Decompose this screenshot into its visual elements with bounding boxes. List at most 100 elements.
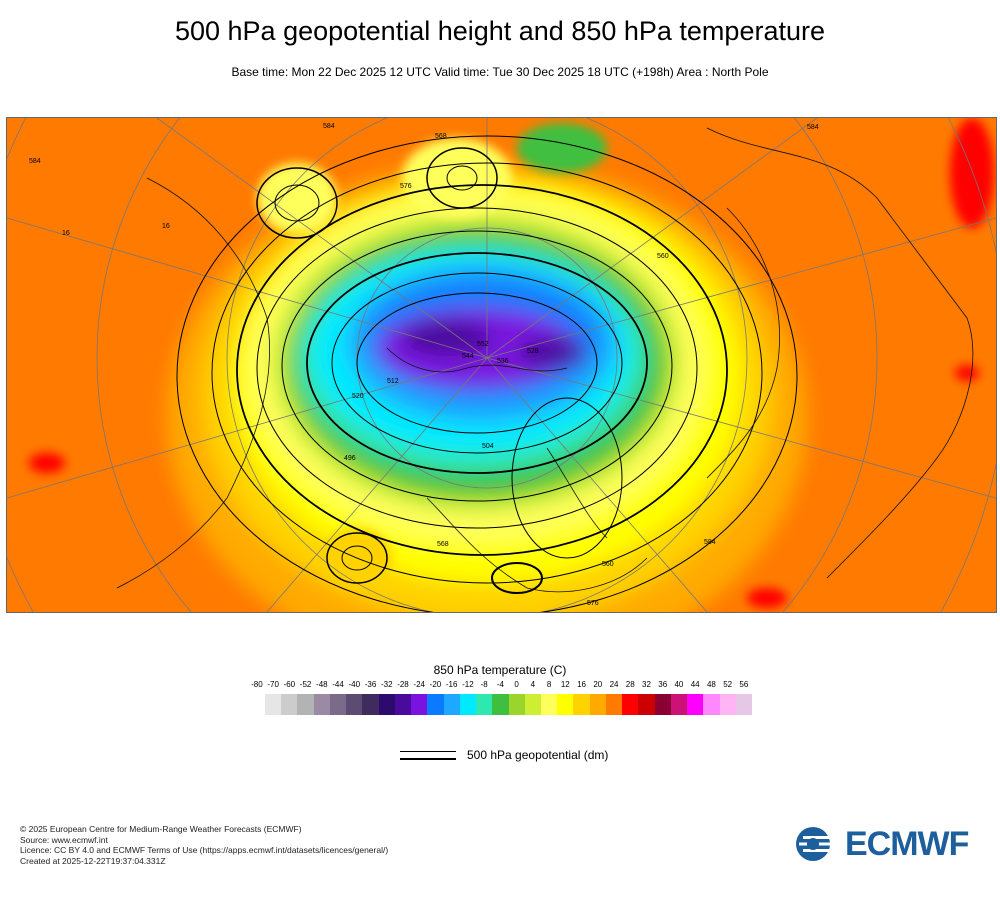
temp-core-a xyxy=(402,320,492,356)
contour-line xyxy=(306,252,648,474)
meridian xyxy=(7,357,488,499)
contour-labels: 584 584 584 568 576 560 552 544 536 528 … xyxy=(29,123,819,607)
legend-tick-label: 12 xyxy=(560,680,570,689)
meridian xyxy=(486,357,996,499)
temperature-legend-title: 850 hPa temperature (C) xyxy=(433,663,567,677)
contour-label: 512 xyxy=(387,378,399,385)
temp-core-b xyxy=(517,338,587,368)
coastline-north-america xyxy=(116,177,270,589)
legend-tick-label: -52 xyxy=(299,680,312,689)
source-line: Source: www.ecmwf.int xyxy=(20,834,108,845)
legend-tick-label: 36 xyxy=(658,680,668,689)
legend-tick-label: 40 xyxy=(674,680,684,689)
created-line: Created at 2025-12-22T19:37:04.331Z xyxy=(20,855,166,866)
contour-line xyxy=(331,272,623,454)
legend-color-swatch xyxy=(703,694,720,715)
licence-line: Licence: CC BY 4.0 and ECMWF Terms of Us… xyxy=(20,845,389,855)
contour-label: 584 xyxy=(29,158,41,165)
chart-subtitle: Base time: Mon 22 Dec 2025 12 UTC Valid … xyxy=(231,65,769,79)
legend-color-swatch xyxy=(362,694,379,715)
chart-title: 500 hPa geopotential height and 850 hPa … xyxy=(174,16,825,46)
contour-label: 584 xyxy=(807,124,819,131)
legend-tick-label: -8 xyxy=(480,680,488,689)
meridian xyxy=(7,217,488,359)
contour-label: 584 xyxy=(323,123,335,130)
contour-label: 504 xyxy=(482,443,494,450)
legend-tick-label: -80 xyxy=(251,680,263,689)
contour-label: 568 xyxy=(437,541,449,548)
legend-tick-label: -32 xyxy=(380,680,393,689)
legend-color-swatch xyxy=(492,694,509,715)
contour-line xyxy=(426,147,498,209)
graticule xyxy=(7,118,996,612)
temp-lobe-yellow xyxy=(402,138,512,218)
legend-tick-label: 28 xyxy=(625,680,635,689)
legend-tick-label: 52 xyxy=(723,680,733,689)
legend-color-swatch xyxy=(557,694,574,715)
contour-line xyxy=(256,207,698,529)
legend-tick-label: 0 xyxy=(514,680,519,689)
geopotential-legend-label: 500 hPa geopotential (dm) xyxy=(467,748,609,762)
contour-line xyxy=(341,545,373,571)
legend-color-swatch xyxy=(540,694,558,715)
legend-color-swatch xyxy=(687,694,704,715)
map-svg: 584 584 584 568 576 560 552 544 536 528 … xyxy=(7,118,996,612)
temperature-field xyxy=(7,118,996,612)
legend-color-swatch xyxy=(719,694,736,715)
temp-hot-south xyxy=(747,588,787,608)
meridian xyxy=(156,118,488,359)
contour-line xyxy=(236,184,728,556)
contour-line xyxy=(176,135,798,612)
credits: © 2025 European Centre for Medium-Range … xyxy=(20,824,388,866)
legend-color-swatch xyxy=(654,694,671,715)
contour-line xyxy=(511,397,623,559)
legend-tick-label: 32 xyxy=(642,680,651,689)
legend-tick-label: -48 xyxy=(316,680,328,689)
legend-tick-label: 48 xyxy=(706,680,716,689)
temp-low-west xyxy=(257,163,337,233)
contour-label: 552 xyxy=(477,341,489,348)
legend-tick-label: 4 xyxy=(530,680,536,689)
ecmwf-logo-mark xyxy=(796,827,841,861)
legend-tick-label: 20 xyxy=(593,680,603,689)
contour-label: 16 xyxy=(62,230,70,237)
legend-tick-label: 44 xyxy=(690,680,700,689)
legend-tick-label: -70 xyxy=(267,680,279,689)
coastline-europe xyxy=(706,207,780,479)
legend-tick-label: -44 xyxy=(332,680,344,689)
contour-label: 496 xyxy=(344,455,356,462)
legend-color-swatch xyxy=(524,694,541,715)
meridian xyxy=(486,217,996,359)
coastline-arctic-islands xyxy=(386,347,568,373)
contour-label: 536 xyxy=(497,358,509,365)
contour-label: 584 xyxy=(704,539,716,546)
legend-tick-label: 56 xyxy=(739,680,749,689)
legend-color-swatch xyxy=(427,694,444,715)
legend-color-swatch xyxy=(605,694,623,715)
ecmwf-logo-text: ECMWF xyxy=(845,824,969,863)
legend-tick-label: -20 xyxy=(429,680,442,689)
legend-color-swatch xyxy=(346,694,363,715)
legend-tick-label: -60 xyxy=(283,680,296,689)
contour-line xyxy=(256,167,338,239)
coastlines xyxy=(116,127,974,593)
legend-color-swatch xyxy=(281,694,298,715)
contour-line xyxy=(446,165,478,191)
legend-tick-label: -16 xyxy=(445,680,458,689)
legend-color-swatch xyxy=(443,694,460,715)
contour-label: 544 xyxy=(462,353,474,360)
legend-color-swatch xyxy=(378,694,395,715)
contour-line xyxy=(356,292,598,434)
legend-color-swatch xyxy=(735,694,753,715)
contour-label: 560 xyxy=(657,253,669,260)
contour-line xyxy=(491,562,543,594)
contour-line xyxy=(281,230,673,502)
temperature-legend-ticks: -80 -70 -60 -52 -48 -44 -40 -36 -32 -28 -24 -20 -16-… xyxy=(240,680,760,694)
copyright-line: © 2025 European Centre for Medium-Range … xyxy=(20,824,302,834)
double-line-swatch xyxy=(400,750,456,760)
contour-label: 576 xyxy=(587,600,599,607)
polar-map: 584 584 584 568 576 560 552 544 536 528 … xyxy=(6,117,997,613)
coastline-eurasia xyxy=(706,127,974,579)
temp-hot-west xyxy=(29,453,65,473)
legend-color-swatch xyxy=(573,694,590,715)
